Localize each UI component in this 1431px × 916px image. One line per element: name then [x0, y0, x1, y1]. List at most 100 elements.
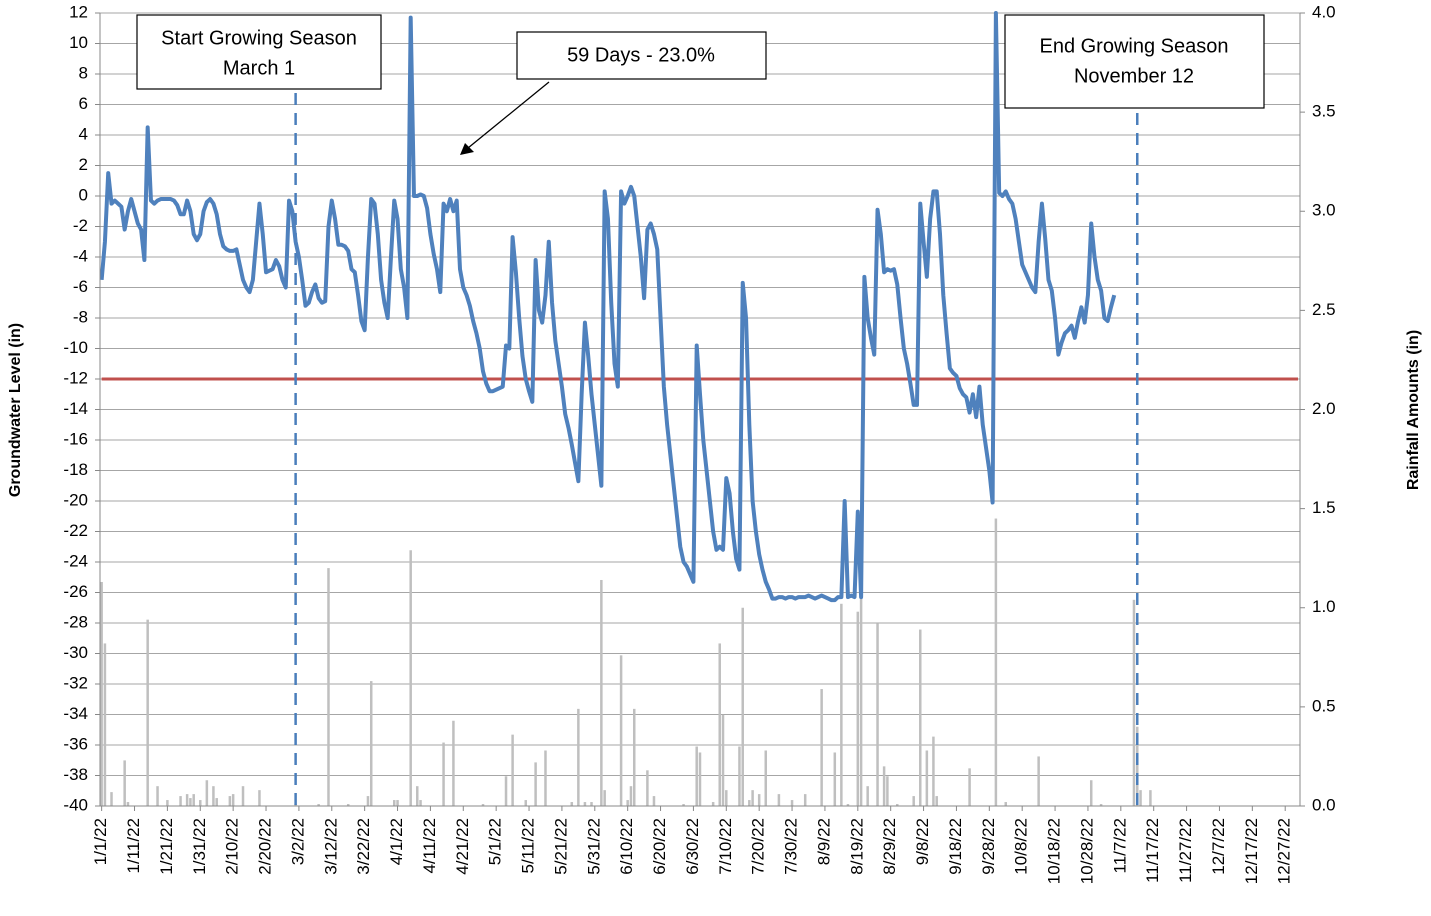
bar	[231, 794, 235, 806]
y-tick-label: 2	[79, 155, 88, 174]
y2-tick-label: 2.5	[1312, 300, 1336, 319]
bar	[1132, 599, 1136, 806]
x-tick-label: 1/31/22	[190, 818, 209, 875]
x-tick-label: 6/10/22	[617, 818, 636, 875]
bar	[416, 786, 419, 806]
y-tick-label: 6	[79, 94, 88, 113]
bar	[846, 804, 850, 806]
y-tick-label: 10	[69, 33, 88, 52]
bar	[570, 802, 574, 806]
bar	[534, 762, 537, 806]
bar	[146, 619, 149, 806]
bar	[718, 643, 721, 806]
y-tick-label: -22	[63, 521, 88, 540]
x-tick-label: 10/8/22	[1012, 818, 1031, 875]
x-tick-label: 5/1/22	[486, 818, 505, 865]
y-tick-label: 4	[79, 124, 88, 143]
bar	[179, 796, 182, 806]
x-tick-label: 3/2/22	[288, 818, 307, 865]
bar	[820, 689, 823, 806]
y-tick-label: -2	[73, 216, 88, 235]
x-tick-label: 6/30/22	[683, 818, 702, 875]
bar	[212, 786, 215, 806]
bar	[935, 796, 938, 806]
bar	[1149, 790, 1152, 806]
bar	[721, 714, 725, 806]
bar	[366, 796, 370, 806]
bar	[698, 752, 702, 806]
y-tick-label: -28	[63, 612, 88, 631]
x-tick-label: 5/11/22	[519, 818, 538, 873]
x-tick-label: 2/10/22	[223, 818, 242, 875]
bar	[882, 766, 886, 806]
bar	[968, 768, 971, 806]
x-tick-label: 3/12/22	[321, 818, 340, 875]
bar	[866, 786, 869, 806]
bar	[925, 750, 929, 806]
bar	[504, 776, 508, 806]
bar	[994, 518, 998, 806]
y2-tick-label: 0.5	[1312, 696, 1336, 715]
y-tick-label: -34	[63, 704, 88, 723]
y-axis-label: Groundwater Level (in)	[7, 323, 24, 497]
bar	[409, 550, 412, 806]
bar	[524, 800, 528, 806]
y2-tick-label: 1.5	[1312, 498, 1336, 517]
bar	[327, 568, 330, 806]
x-tick-label: 11/27/22	[1176, 818, 1195, 883]
arrow	[467, 81, 550, 149]
bar	[629, 786, 633, 806]
bar	[833, 752, 837, 806]
line	[99, 11, 1117, 603]
y-tick-label: 12	[69, 2, 88, 21]
x-tick-label: 7/10/22	[716, 818, 735, 875]
y-tick-label: -32	[63, 673, 88, 692]
lines	[99, 11, 1298, 806]
bar	[392, 800, 396, 806]
y2-tick-label: 4.0	[1312, 2, 1336, 21]
x-tick-label: 5/31/22	[584, 818, 603, 875]
y-tick-label: -14	[63, 399, 88, 418]
bar	[1089, 780, 1093, 806]
x-tick-label: 2/20/22	[256, 818, 275, 875]
y-tick-label: -36	[63, 734, 88, 753]
bar	[166, 800, 169, 806]
annotation-box	[136, 14, 382, 90]
annotation-text: End Growing Season	[1039, 35, 1228, 57]
annotation-box	[516, 31, 767, 80]
annotation-text: November 12	[1074, 65, 1194, 87]
bar	[741, 607, 744, 806]
bar	[876, 623, 879, 806]
x-tick-label: 8/9/22	[814, 818, 833, 865]
bar	[205, 780, 209, 806]
y2-tick-label: 2.0	[1312, 399, 1336, 418]
bar	[317, 804, 320, 806]
y2-tick-label: 3.5	[1312, 102, 1336, 121]
bars	[100, 518, 1152, 806]
y-tick-label: -26	[63, 582, 88, 601]
bar	[632, 708, 636, 806]
x-tick-label: 10/18/22	[1045, 818, 1064, 884]
x-tick-label: 12/27/22	[1275, 818, 1294, 884]
bar	[896, 804, 899, 806]
x-tick-label: 3/22/22	[354, 818, 373, 875]
bar	[189, 798, 192, 806]
bar	[199, 800, 202, 806]
bar	[600, 579, 603, 806]
bar	[751, 790, 754, 806]
bar	[626, 800, 629, 806]
x-tick-label: 5/21/22	[551, 818, 570, 875]
x-tick-label: 7/20/22	[749, 818, 768, 875]
x-tick-label: 6/20/22	[650, 818, 669, 875]
y-tick-label: -8	[73, 307, 88, 326]
x-tick-label: 9/8/22	[913, 818, 932, 865]
bar	[695, 746, 698, 806]
bar	[725, 790, 728, 806]
y-tick-label: -16	[63, 429, 88, 448]
y-tick-label: -30	[63, 643, 88, 662]
y-tick-label: 8	[79, 63, 88, 82]
bar	[442, 742, 445, 806]
bar	[100, 581, 103, 806]
x-tick-label: 10/28/22	[1077, 818, 1096, 884]
bar	[215, 798, 218, 806]
